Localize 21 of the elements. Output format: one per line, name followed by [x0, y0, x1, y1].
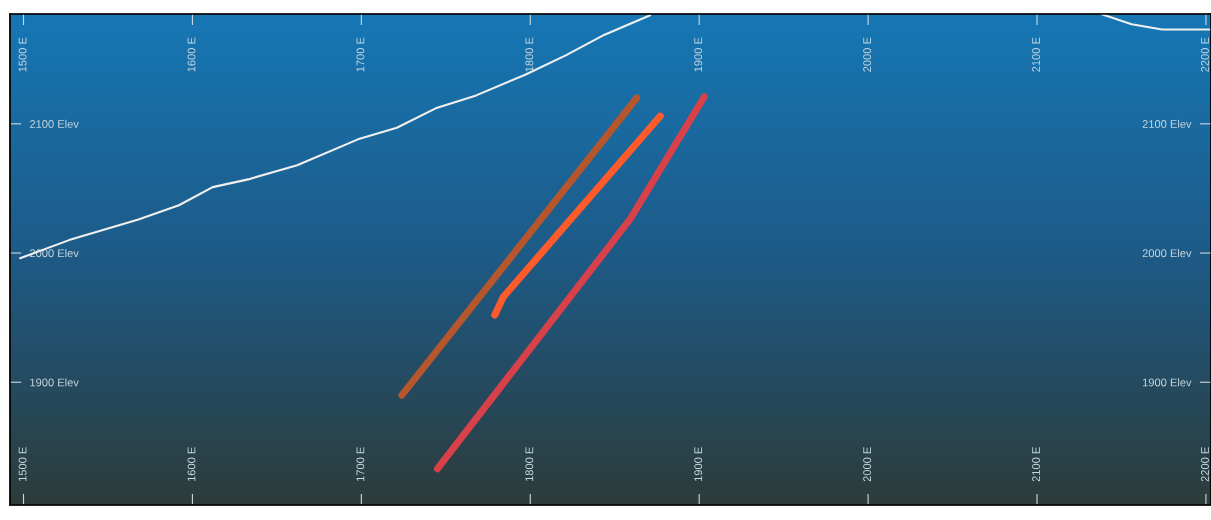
x2-tick-label: 2200 E — [1201, 37, 1209, 72]
x-tick-label: 1900 E — [694, 447, 703, 482]
y2-tick-label: 2000 Elev — [1142, 249, 1192, 258]
y2-tick-label: 1900 Elev — [1142, 378, 1192, 387]
x-tick-label: 1600 E — [187, 447, 196, 482]
y-tick-label: 1900 Elev — [30, 378, 79, 387]
x-tick-label: 2100 E — [1032, 447, 1040, 482]
x2-tick-label: 1700 E — [356, 37, 365, 72]
x-tick-label: 1500 E — [18, 447, 27, 482]
x2-tick-label: 1500 E — [18, 37, 27, 72]
y-tick-label: 2100 Elev — [30, 119, 79, 128]
x2-tick-label: 1800 E — [525, 37, 534, 72]
x-tick-label: 1700 E — [356, 447, 365, 482]
x2-tick-label: 2000 E — [863, 37, 872, 72]
x-tick-label: 1800 E — [525, 447, 534, 482]
x2-tick-label: 2100 E — [1032, 37, 1040, 72]
x-tick-label: 2200 E — [1201, 447, 1209, 482]
y2-tick-label: 2100 Elev — [1142, 119, 1192, 128]
x2-tick-label: 1600 E — [187, 37, 196, 72]
x-tick-label: 2000 E — [863, 447, 872, 482]
x2-tick-label: 1900 E — [694, 37, 703, 72]
